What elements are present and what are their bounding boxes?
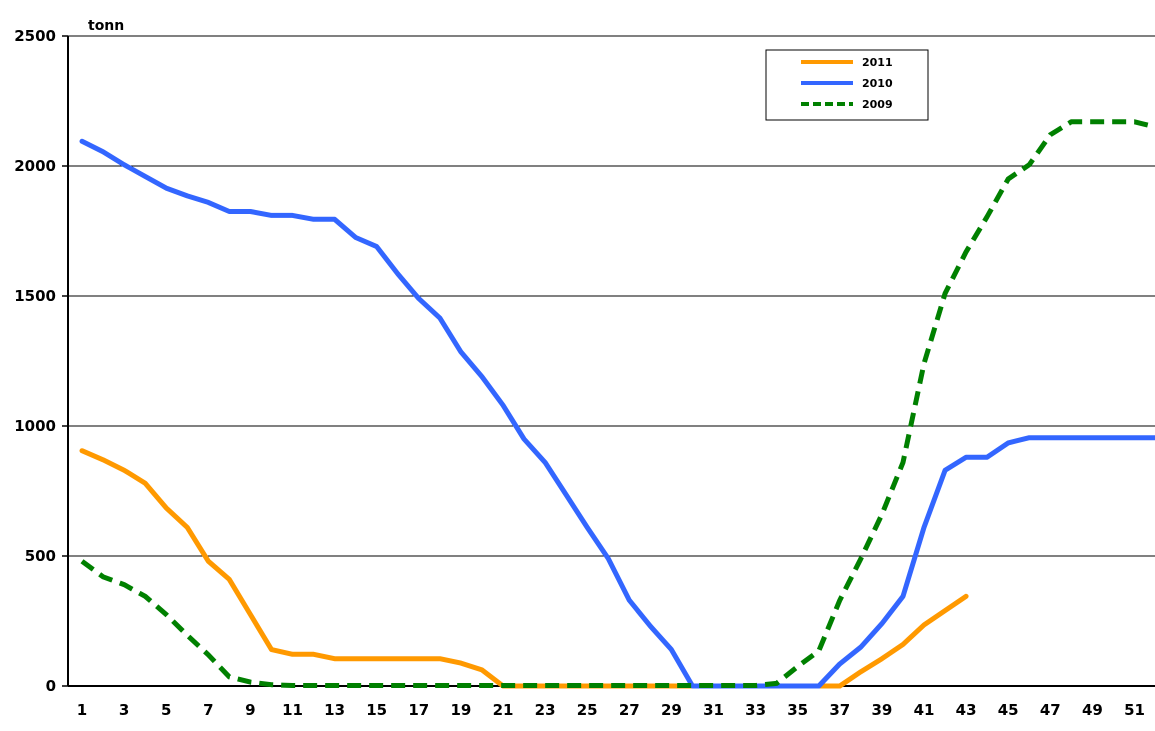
series-line-2010 [79, 138, 1155, 689]
x-tick-label: 19 [450, 701, 471, 719]
x-tick-label: 17 [408, 701, 429, 719]
y-axis-ticks: 0 500 1000 1500 2000 2500 [14, 27, 68, 695]
legend-label-2010: 2010 [862, 77, 893, 90]
x-tick-label: 25 [577, 701, 598, 719]
x-tick-label: 49 [1082, 701, 1103, 719]
x-tick-label: 27 [619, 701, 640, 719]
x-tick-label: 3 [119, 701, 129, 719]
series-lines [79, 119, 1155, 689]
y-tick-label: 2000 [14, 157, 56, 175]
x-tick-label: 31 [703, 701, 724, 719]
x-tick-label: 45 [998, 701, 1019, 719]
x-tick-label: 15 [366, 701, 387, 719]
y-tick-label: 1000 [14, 417, 56, 435]
x-tick-label: 13 [324, 701, 345, 719]
x-tick-label: 41 [914, 701, 935, 719]
x-tick-label: 39 [871, 701, 892, 719]
legend-label-2011: 2011 [862, 56, 893, 69]
x-tick-label: 35 [787, 701, 808, 719]
legend-items: 2011 2010 2009 [801, 56, 893, 111]
x-tick-label: 11 [282, 701, 303, 719]
series-line-2011 [79, 448, 969, 689]
series-line-2009 [80, 119, 1155, 688]
x-tick-label: 21 [493, 701, 514, 719]
legend: 2011 2010 2009 [765, 49, 929, 121]
x-tick-label: 43 [956, 701, 977, 719]
x-tick-label: 29 [661, 701, 682, 719]
y-tick-label: 2500 [14, 27, 56, 45]
y-axis-unit-label: tonn [88, 18, 124, 34]
y-tick-label: 1500 [14, 287, 56, 305]
x-tick-label: 9 [245, 701, 255, 719]
x-tick-label: 51 [1124, 701, 1145, 719]
y-tick-label: 500 [25, 547, 56, 565]
x-tick-label: 7 [203, 701, 213, 719]
x-tick-label: 33 [745, 701, 766, 719]
gridlines [68, 35, 1155, 557]
x-tick-label: 1 [77, 701, 87, 719]
x-tick-label: 37 [829, 701, 850, 719]
x-tick-label: 5 [161, 701, 171, 719]
legend-label-2009: 2009 [862, 98, 893, 111]
x-tick-label: 47 [1040, 701, 1061, 719]
x-axis-ticks: 1 3 5 7 9 11 13 15 17 19 21 23 25 27 29 31 33 35 37 39 41 43 4… [77, 701, 1145, 719]
y-tick-label: 0 [46, 677, 56, 695]
x-tick-label: 23 [535, 701, 556, 719]
